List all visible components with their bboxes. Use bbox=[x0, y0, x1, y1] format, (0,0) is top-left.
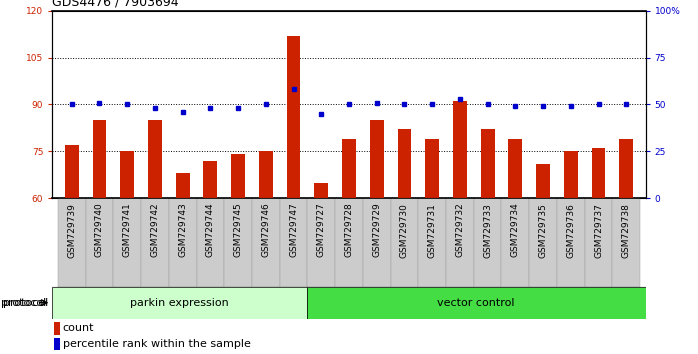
Bar bbox=[425, 139, 439, 198]
Bar bbox=[307, 198, 335, 287]
Bar bbox=[287, 36, 300, 198]
Bar bbox=[93, 120, 106, 198]
Bar bbox=[54, 338, 60, 350]
Text: GSM729733: GSM729733 bbox=[483, 202, 492, 258]
Bar bbox=[536, 164, 550, 198]
Bar bbox=[120, 152, 134, 198]
Text: GSM729741: GSM729741 bbox=[123, 202, 132, 257]
Text: GSM729747: GSM729747 bbox=[289, 202, 298, 257]
Bar bbox=[363, 198, 391, 287]
Bar bbox=[619, 139, 633, 198]
Bar bbox=[529, 198, 557, 287]
Text: protocol: protocol bbox=[3, 298, 48, 308]
Bar bbox=[280, 198, 307, 287]
Bar bbox=[418, 198, 446, 287]
Text: GSM729736: GSM729736 bbox=[566, 202, 575, 258]
Bar bbox=[370, 120, 384, 198]
Text: GSM729742: GSM729742 bbox=[151, 202, 159, 257]
Text: GSM729729: GSM729729 bbox=[372, 202, 381, 257]
Text: GSM729735: GSM729735 bbox=[539, 202, 547, 258]
Bar bbox=[224, 198, 252, 287]
Text: protocol: protocol bbox=[1, 298, 47, 308]
Bar bbox=[335, 198, 363, 287]
Text: count: count bbox=[63, 323, 94, 333]
Bar bbox=[86, 198, 113, 287]
Text: GSM729745: GSM729745 bbox=[234, 202, 243, 257]
Bar bbox=[557, 198, 585, 287]
Bar bbox=[65, 145, 79, 198]
Bar bbox=[169, 198, 197, 287]
Bar bbox=[453, 101, 467, 198]
Bar bbox=[176, 173, 190, 198]
Bar bbox=[342, 139, 356, 198]
Bar bbox=[306, 287, 646, 319]
Text: parkin expression: parkin expression bbox=[130, 298, 229, 308]
Bar bbox=[141, 198, 169, 287]
Bar bbox=[592, 148, 605, 198]
Text: GSM729728: GSM729728 bbox=[345, 202, 353, 257]
Text: GSM729740: GSM729740 bbox=[95, 202, 104, 257]
Text: GSM729737: GSM729737 bbox=[594, 202, 603, 258]
Bar bbox=[203, 161, 217, 198]
Bar bbox=[259, 152, 273, 198]
Bar bbox=[314, 183, 328, 198]
Bar bbox=[231, 154, 245, 198]
Text: GSM729732: GSM729732 bbox=[455, 202, 464, 257]
Text: GSM729730: GSM729730 bbox=[400, 202, 409, 258]
Bar bbox=[564, 152, 578, 198]
Bar bbox=[197, 198, 224, 287]
Text: GSM729743: GSM729743 bbox=[178, 202, 187, 257]
Bar bbox=[585, 198, 612, 287]
Bar bbox=[54, 322, 60, 335]
Bar bbox=[252, 198, 280, 287]
Bar bbox=[391, 198, 418, 287]
Bar bbox=[113, 198, 141, 287]
Text: GSM729744: GSM729744 bbox=[206, 202, 215, 257]
Text: GSM729738: GSM729738 bbox=[622, 202, 631, 258]
Text: GSM729746: GSM729746 bbox=[261, 202, 270, 257]
Text: GSM729734: GSM729734 bbox=[511, 202, 520, 257]
Text: percentile rank within the sample: percentile rank within the sample bbox=[63, 339, 251, 349]
Text: GSM729731: GSM729731 bbox=[428, 202, 437, 258]
Bar bbox=[501, 198, 529, 287]
Bar bbox=[58, 198, 86, 287]
Text: vector control: vector control bbox=[438, 298, 515, 308]
Bar bbox=[481, 130, 495, 198]
Text: GDS4476 / 7903694: GDS4476 / 7903694 bbox=[52, 0, 179, 9]
Bar bbox=[446, 198, 474, 287]
Bar bbox=[474, 198, 501, 287]
Bar bbox=[612, 198, 640, 287]
Bar bbox=[52, 287, 306, 319]
Bar bbox=[148, 120, 162, 198]
Text: GSM729739: GSM729739 bbox=[67, 202, 76, 258]
Bar bbox=[508, 139, 522, 198]
Text: GSM729727: GSM729727 bbox=[317, 202, 326, 257]
Bar bbox=[398, 130, 411, 198]
